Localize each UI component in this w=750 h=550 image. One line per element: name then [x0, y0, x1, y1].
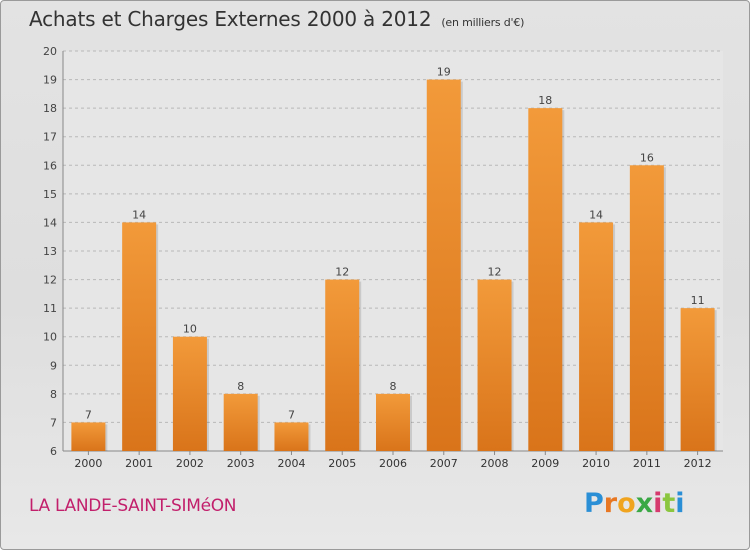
- logo-letter: i: [653, 488, 663, 519]
- logo-letter: r: [603, 488, 618, 519]
- data-label: 8: [237, 380, 244, 393]
- y-tick-label: 16: [43, 159, 57, 172]
- title-text: Achats et Charges Externes 2000 à 2012: [29, 7, 432, 31]
- y-tick-label: 9: [50, 359, 57, 372]
- data-label: 19: [437, 66, 451, 79]
- x-tick-label: 2005: [328, 457, 356, 470]
- bar: [325, 279, 360, 451]
- data-label: 7: [288, 408, 295, 421]
- x-tick-label: 2009: [531, 457, 559, 470]
- bar: [477, 279, 512, 451]
- bar: [680, 308, 715, 451]
- bar: [528, 108, 563, 452]
- data-label: 10: [183, 323, 197, 336]
- x-tick-label: 2001: [125, 457, 153, 470]
- x-tick-label: 2008: [481, 457, 509, 470]
- data-label: 11: [691, 294, 705, 307]
- y-tick-label: 20: [43, 45, 57, 58]
- data-label: 16: [640, 151, 654, 164]
- y-tick-label: 6: [50, 445, 57, 458]
- proxiti-logo[interactable]: Proxiti: [584, 488, 685, 519]
- y-tick-label: 10: [43, 331, 57, 344]
- bar: [629, 165, 664, 452]
- x-tick-label: 2007: [430, 457, 458, 470]
- chart-title: Achats et Charges Externes 2000 à 2012 (e…: [29, 7, 524, 31]
- x-tick-label: 2010: [582, 457, 610, 470]
- y-tick-label: 19: [43, 74, 57, 87]
- commune-name: LA LANDE-SAINT-SIMéON: [29, 496, 237, 516]
- bar: [376, 393, 410, 451]
- bar: [71, 422, 106, 451]
- y-tick-label: 12: [43, 274, 57, 287]
- y-tick-label: 13: [43, 245, 57, 258]
- bar: [426, 79, 461, 452]
- x-tick-label: 2012: [684, 457, 712, 470]
- data-label: 18: [538, 94, 552, 107]
- bar: [223, 393, 258, 451]
- data-label: 12: [488, 266, 502, 279]
- y-tick-label: 7: [50, 416, 57, 429]
- y-tick-label: 15: [43, 188, 57, 201]
- logo-letter: x: [635, 488, 654, 519]
- data-label: 8: [390, 380, 397, 393]
- y-tick-label: 18: [43, 102, 57, 115]
- x-tick-label: 2011: [633, 457, 661, 470]
- x-tick-label: 2000: [74, 457, 102, 470]
- data-label: 7: [85, 408, 92, 421]
- y-tick-label: 8: [50, 388, 57, 401]
- bar: [579, 222, 614, 451]
- bar: [274, 422, 309, 451]
- y-tick-label: 14: [43, 216, 57, 229]
- x-tick-label: 2004: [277, 457, 305, 470]
- x-tick-label: 2006: [379, 457, 407, 470]
- y-tick-label: 11: [43, 302, 57, 315]
- chart-subtitle: (en milliers d'€): [441, 16, 525, 29]
- data-label: 14: [132, 208, 146, 221]
- data-label: 12: [335, 266, 349, 279]
- bar: [122, 222, 157, 451]
- bar: [172, 336, 207, 451]
- logo-letter: t: [662, 488, 676, 519]
- logo-letter: o: [617, 488, 636, 519]
- logo-letter: i: [675, 488, 685, 519]
- y-tick-label: 17: [43, 131, 57, 144]
- data-label: 14: [589, 208, 603, 221]
- x-tick-label: 2003: [227, 457, 255, 470]
- logo-letter: P: [584, 488, 604, 519]
- x-tick-label: 2002: [176, 457, 204, 470]
